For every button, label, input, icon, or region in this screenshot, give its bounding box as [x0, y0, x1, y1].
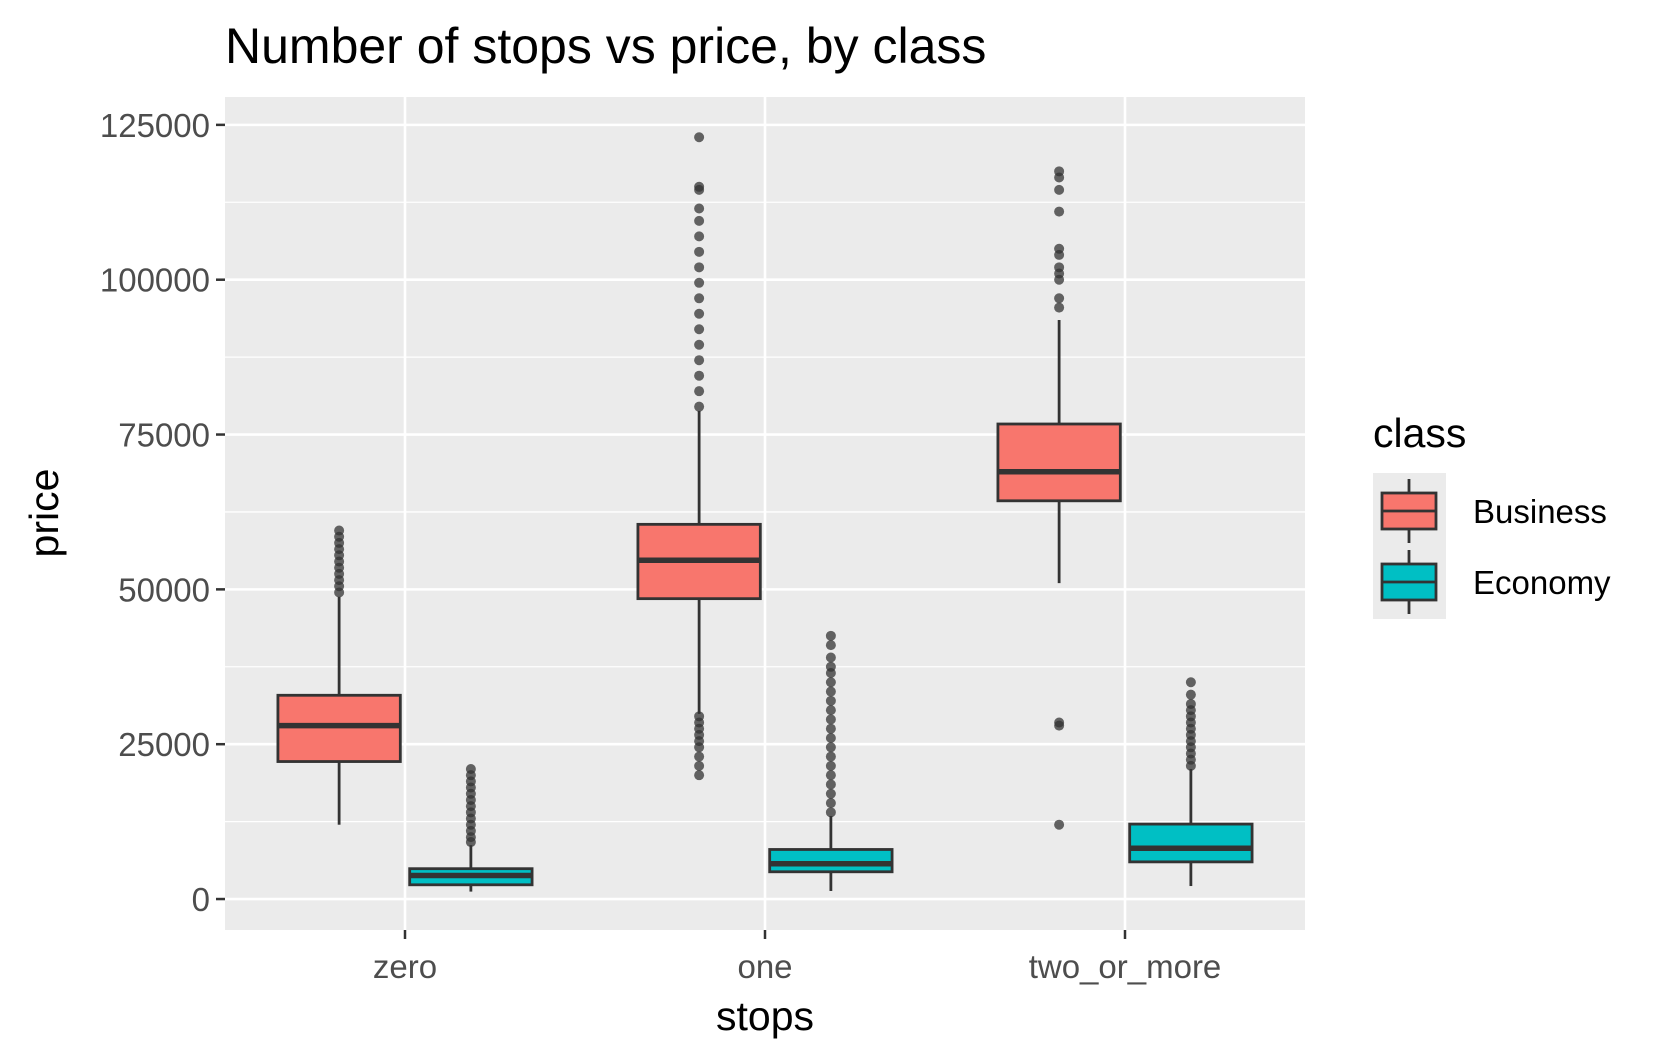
outlier-point: [694, 324, 705, 335]
outlier-point: [825, 723, 836, 734]
outlier-point: [1185, 698, 1196, 709]
outlier-point: [694, 246, 705, 257]
outlier-point: [825, 714, 836, 725]
legend-label: Economy: [1473, 564, 1611, 601]
outlier-point: [825, 705, 836, 716]
legend-label: Business: [1473, 493, 1607, 530]
y-tick-label: 50000: [118, 571, 210, 608]
outlier-point: [1054, 243, 1065, 254]
x-tick-label: two_or_more: [1029, 948, 1222, 985]
outlier-point: [825, 630, 836, 641]
x-axis-title: stops: [716, 993, 814, 1039]
outlier-point: [694, 751, 705, 762]
y-axis: 0 25000 50000 75000 100000 125000: [100, 107, 225, 918]
grid-lines: [225, 97, 1305, 930]
y-tick-label: 0: [192, 881, 210, 918]
y-tick-label: 25000: [118, 726, 210, 763]
outlier-point: [825, 742, 836, 753]
box-business-zero: [276, 525, 402, 825]
outlier-point: [825, 779, 836, 790]
outlier-point: [825, 807, 836, 818]
outlier-point: [825, 733, 836, 744]
outlier-point: [1054, 206, 1065, 217]
legend: class Business Economy: [1373, 410, 1611, 619]
outlier-point: [1054, 184, 1065, 195]
legend-item-business: Business: [1380, 479, 1607, 543]
outlier-point: [694, 711, 705, 722]
legend-item-economy: Economy: [1380, 550, 1611, 614]
chart-title: Number of stops vs price, by class: [225, 18, 986, 74]
box-iqr: [276, 693, 402, 763]
outlier-point: [1054, 293, 1065, 304]
outlier-point: [694, 308, 705, 319]
outlier-point: [694, 231, 705, 242]
x-tick-label: zero: [373, 948, 437, 985]
x-tick-label: one: [737, 948, 792, 985]
x-axis: zero one two_or_more: [373, 930, 1221, 985]
outlier-point: [1054, 166, 1065, 177]
y-axis-title: price: [21, 469, 67, 558]
outlier-point: [1054, 717, 1065, 728]
outlier-point: [825, 686, 836, 697]
y-tick-label: 125000: [100, 107, 210, 144]
y-tick-label: 100000: [100, 262, 210, 299]
box-business-one: [636, 132, 762, 781]
outlier-point: [694, 181, 705, 192]
outlier-point: [1054, 819, 1065, 830]
box-iqr: [996, 422, 1122, 503]
outlier-point: [1185, 689, 1196, 700]
outlier-point: [825, 760, 836, 771]
outlier-point: [1054, 302, 1065, 313]
box-economy-two_or_more: [1128, 677, 1254, 887]
outlier-point: [825, 788, 836, 799]
box-economy-zero: [408, 763, 534, 892]
legend-title: class: [1373, 410, 1466, 456]
outlier-point: [825, 661, 836, 672]
outlier-point: [694, 760, 705, 771]
outlier-point: [694, 386, 705, 397]
box-business-two_or_more: [996, 166, 1122, 830]
outlier-point: [1054, 262, 1065, 273]
outlier-point: [465, 763, 476, 774]
box-iqr: [768, 848, 894, 874]
outlier-point: [694, 770, 705, 781]
outlier-point: [825, 770, 836, 781]
outlier-point: [825, 640, 836, 651]
outlier-point: [694, 401, 705, 412]
box-economy-one: [768, 630, 894, 891]
outlier-point: [694, 262, 705, 273]
outlier-point: [694, 293, 705, 304]
plot-panel: [225, 97, 1305, 930]
outlier-point: [825, 751, 836, 762]
outlier-point: [694, 215, 705, 226]
outlier-point: [694, 132, 705, 143]
outlier-point: [825, 652, 836, 663]
outlier-point: [825, 798, 836, 809]
outlier-point: [694, 277, 705, 288]
outlier-point: [694, 355, 705, 366]
outlier-point: [694, 339, 705, 350]
outlier-point: [825, 695, 836, 706]
outlier-point: [825, 677, 836, 688]
box-series: [276, 132, 1254, 892]
outlier-point: [694, 370, 705, 381]
box-iqr: [1128, 822, 1254, 864]
outlier-point: [334, 525, 345, 536]
outlier-point: [694, 203, 705, 214]
y-tick-label: 75000: [118, 417, 210, 454]
outlier-point: [1185, 677, 1196, 688]
